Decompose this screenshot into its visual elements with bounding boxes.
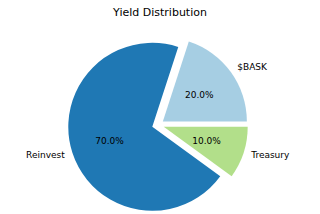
- svg-text:Reinvest: Reinvest: [26, 150, 65, 160]
- svg-text:Treasury: Treasury: [250, 150, 290, 160]
- svg-text:$BASK: $BASK: [237, 62, 268, 72]
- svg-text:10.0%: 10.0%: [192, 136, 221, 146]
- svg-text:70.0%: 70.0%: [95, 136, 124, 146]
- svg-text:20.0%: 20.0%: [185, 90, 214, 100]
- svg-text:Yield Distribution: Yield Distribution: [112, 6, 207, 19]
